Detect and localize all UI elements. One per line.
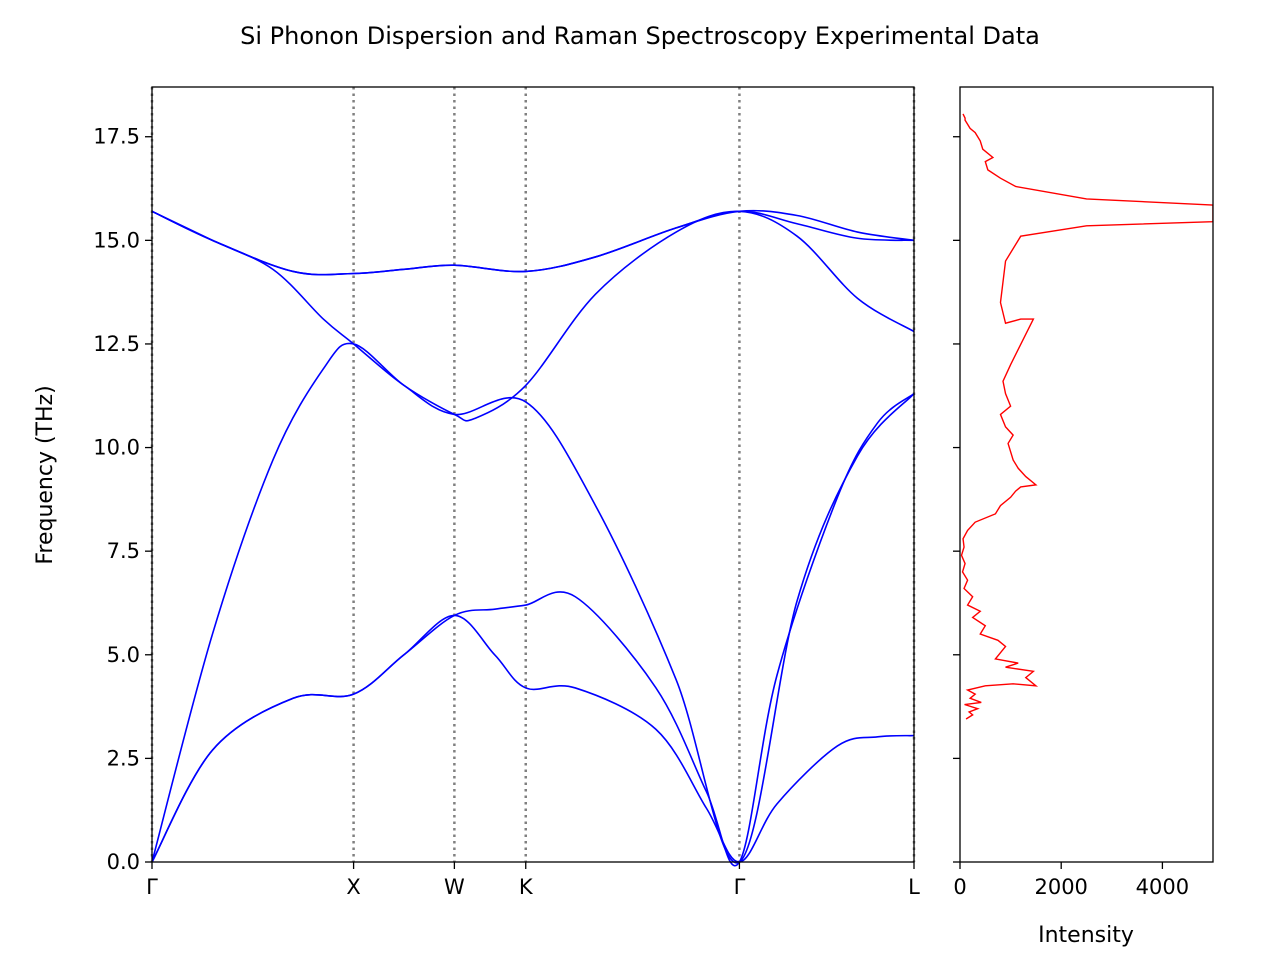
phonon-branch-2 bbox=[151, 393, 915, 867]
y-tick-label: 10.0 bbox=[93, 436, 140, 460]
raman-plot: 0 2000 4000 Intensity bbox=[953, 86, 1214, 948]
dispersion-plot: 0.0 2.5 5.0 7.5 10.0 12.5 15.0 17.5 Γ X W K Γ L Freq… bbox=[33, 86, 920, 899]
x-tick-label: W bbox=[444, 875, 465, 899]
raman-plot-frame bbox=[959, 86, 1214, 863]
dispersion-series bbox=[151, 209, 915, 867]
phonon-branch-1 bbox=[151, 614, 915, 863]
intensity-tick-label: 4000 bbox=[1136, 875, 1189, 899]
intensity-axis-ticks: 0 2000 4000 bbox=[953, 862, 1189, 899]
x-axis-label-intensity: Intensity bbox=[1038, 923, 1134, 948]
raman-spectrum-line bbox=[960, 113, 1213, 720]
x-tick-label: Γ bbox=[734, 875, 746, 899]
intensity-tick-label: 2000 bbox=[1034, 875, 1087, 899]
raman-y-ticks bbox=[953, 136, 960, 863]
phonon-branch-4 bbox=[151, 210, 915, 422]
y-tick-label: 0.0 bbox=[107, 850, 140, 874]
raman-series bbox=[960, 113, 1213, 720]
frequency-axis-ticks: 0.0 2.5 5.0 7.5 10.0 12.5 15.0 17.5 bbox=[93, 125, 152, 874]
x-tick-label: L bbox=[908, 875, 920, 899]
y-tick-label: 2.5 bbox=[107, 746, 140, 770]
y-tick-label: 15.0 bbox=[93, 228, 140, 252]
y-tick-label: 17.5 bbox=[93, 125, 140, 149]
y-tick-label: 5.0 bbox=[107, 643, 140, 667]
phonon-branch-6 bbox=[151, 209, 915, 276]
y-axis-label: Frequency (THz) bbox=[33, 385, 58, 564]
y-tick-label: 7.5 bbox=[107, 539, 140, 563]
intensity-tick-label: 0 bbox=[953, 875, 966, 899]
dispersion-plot-frame bbox=[151, 86, 915, 863]
y-tick-label: 12.5 bbox=[93, 332, 140, 356]
phonon-branch-3 bbox=[151, 342, 915, 864]
x-tick-label: Γ bbox=[146, 875, 158, 899]
x-tick-label: K bbox=[519, 875, 534, 899]
x-tick-label: X bbox=[346, 875, 360, 899]
chart-title: Si Phonon Dispersion and Raman Spectrosc… bbox=[240, 22, 1040, 50]
